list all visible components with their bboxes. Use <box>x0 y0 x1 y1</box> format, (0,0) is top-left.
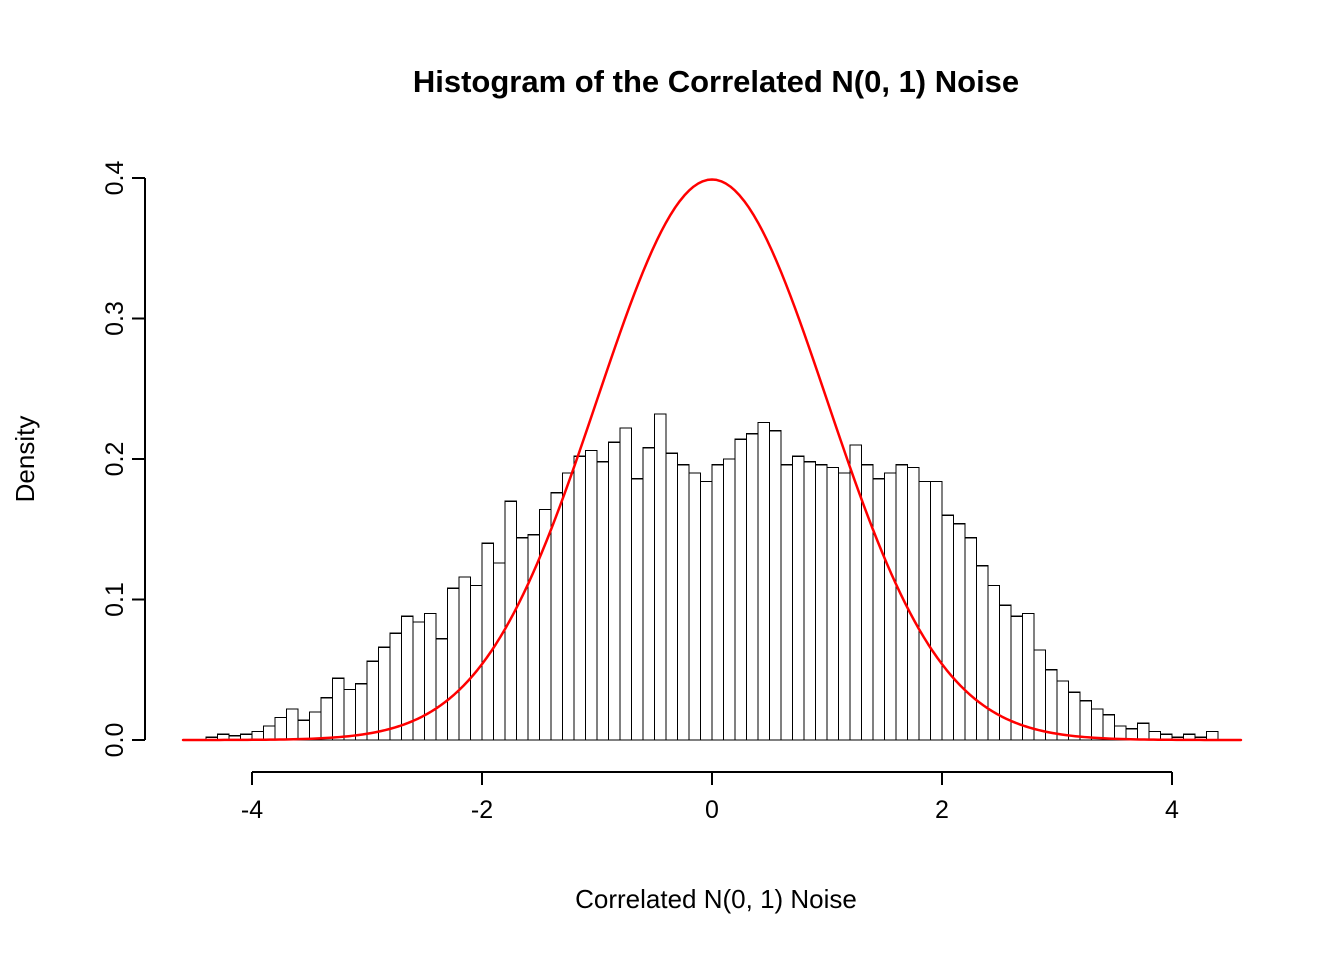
histogram-bar <box>665 452 679 741</box>
histogram-bar <box>803 461 817 741</box>
histogram-bar <box>745 433 759 741</box>
y-tick-label: 0.0 <box>101 723 129 758</box>
histogram-bar <box>285 708 299 741</box>
histogram-bar <box>262 725 276 741</box>
x-axis: -4 -2 0 2 4 <box>241 771 1179 824</box>
histogram-bar <box>1021 612 1035 741</box>
x-axis-label: Correlated N(0, 1) Noise <box>575 884 857 914</box>
histogram-bar <box>929 480 943 741</box>
x-tick-label: -4 <box>241 796 263 824</box>
histogram-bar <box>469 584 483 741</box>
y-axis-label: Density <box>10 416 40 503</box>
histogram-bar <box>331 677 345 741</box>
histogram-bar <box>1102 714 1116 741</box>
histogram-bar <box>1079 700 1093 741</box>
histogram-bar <box>423 612 437 741</box>
histogram-bar <box>699 480 713 741</box>
y-axis: 0.0 0.1 0.2 0.3 0.4 <box>101 161 146 758</box>
histogram-bar <box>527 534 541 741</box>
x-tick-label: 4 <box>1165 796 1179 824</box>
histogram-bar <box>791 455 805 741</box>
histogram-bar <box>975 565 989 741</box>
histogram-bar <box>1044 669 1058 741</box>
histogram-bar <box>780 463 794 741</box>
histogram-bar <box>584 449 598 741</box>
histogram-bar <box>377 646 391 741</box>
histogram-bar <box>343 688 357 741</box>
histogram-bar <box>297 719 311 741</box>
y-tick-label: 0.3 <box>101 301 129 336</box>
histogram-bar <box>446 587 460 741</box>
histogram-bar <box>642 447 656 741</box>
histogram-bar <box>561 472 575 741</box>
histogram-bar <box>389 632 403 741</box>
histogram-bar <box>711 463 725 741</box>
histogram-bar <box>757 421 771 741</box>
histogram-bar <box>676 463 690 741</box>
histogram-bar <box>320 697 334 741</box>
y-tick-label: 0.2 <box>101 442 129 477</box>
histogram-bar <box>596 461 610 741</box>
histogram-bar <box>653 413 667 741</box>
histogram-bar <box>734 438 748 741</box>
histogram-bar <box>1067 691 1081 741</box>
histogram-bar <box>1136 722 1150 741</box>
histogram-bar <box>573 455 587 741</box>
histogram-bar <box>1090 708 1104 741</box>
chart-title: Histogram of the Correlated N(0, 1) Nois… <box>413 64 1019 99</box>
histogram-bar <box>722 458 736 741</box>
histogram-bar <box>883 472 897 741</box>
histogram-bar <box>1056 680 1070 741</box>
histogram-bar <box>826 466 840 741</box>
normal-density-curve <box>181 178 1243 742</box>
histogram-bar <box>274 716 288 741</box>
histogram-bar <box>837 472 851 741</box>
histogram-bar <box>688 472 702 741</box>
histogram-bar <box>906 466 920 741</box>
histogram-bar <box>492 562 506 741</box>
histogram-bar <box>481 542 495 741</box>
histogram-bar <box>515 537 529 741</box>
histogram-bar <box>814 463 828 741</box>
x-tick-label: 0 <box>705 796 719 824</box>
histogram-bar <box>872 478 886 741</box>
histogram-bar <box>941 514 955 741</box>
histogram-bar <box>768 430 782 741</box>
histogram-bar <box>354 683 368 741</box>
histogram-bar <box>1033 649 1047 741</box>
histogram-bar <box>435 638 449 741</box>
y-tick-label: 0.4 <box>101 161 129 196</box>
x-tick-label: -2 <box>471 796 493 824</box>
histogram-bar <box>619 427 633 741</box>
histogram-bar <box>550 492 564 741</box>
histogram-bar <box>412 621 426 741</box>
histogram-bar <box>458 576 472 741</box>
histogram-bar <box>366 660 380 741</box>
histogram-bars <box>205 413 1219 741</box>
y-tick-label: 0.1 <box>101 582 129 617</box>
x-tick-label: 2 <box>935 796 949 824</box>
histogram-bar <box>987 584 1001 741</box>
histogram-bar <box>918 480 932 741</box>
histogram-bar <box>308 711 322 741</box>
histogram-bar <box>607 441 621 741</box>
histogram-bar <box>849 444 863 741</box>
histogram-bar <box>952 522 966 741</box>
histogram-bar <box>964 537 978 741</box>
histogram-bar <box>630 478 644 741</box>
